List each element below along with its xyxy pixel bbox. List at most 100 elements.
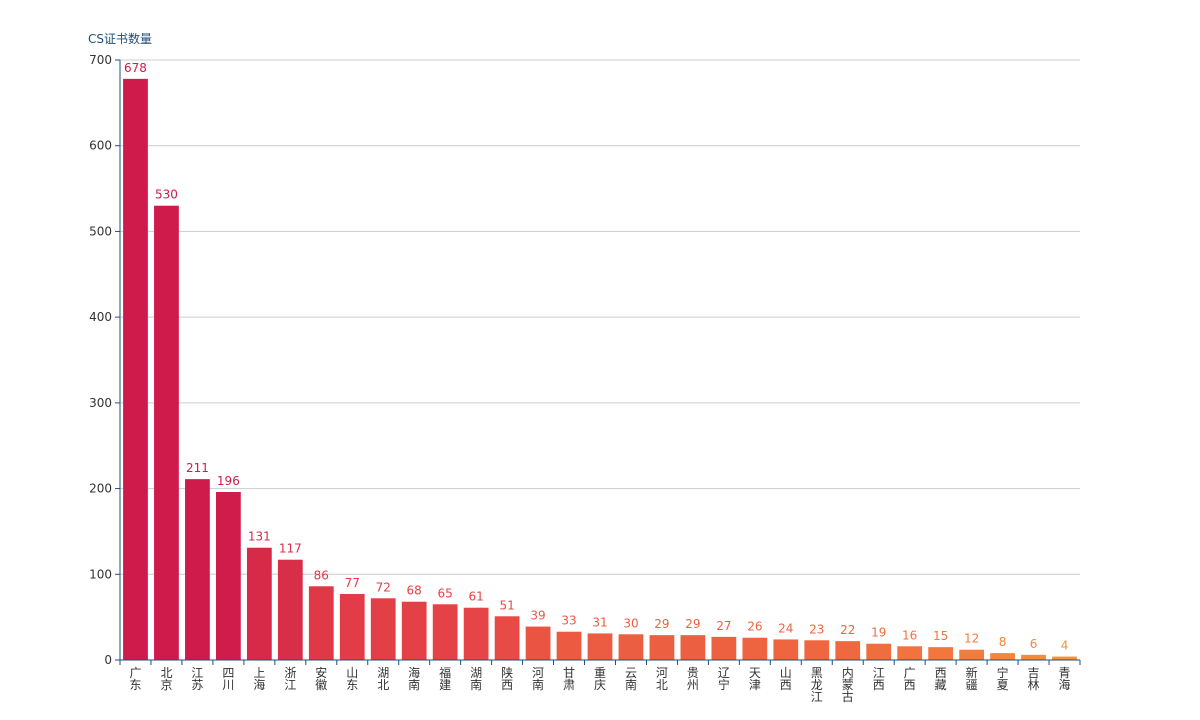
value-label: 196	[217, 474, 240, 488]
bar	[401, 601, 427, 660]
bar	[835, 641, 861, 660]
y-tick-label: 100	[89, 567, 112, 581]
x-tick-label: 河南	[532, 666, 544, 692]
value-label: 131	[248, 530, 271, 544]
x-tick-label: 海南	[408, 665, 420, 692]
value-label: 22	[840, 623, 855, 637]
y-tick-label: 500	[89, 224, 112, 238]
bar	[804, 640, 830, 660]
value-label: 30	[623, 616, 638, 630]
x-tick-label: 四川	[222, 666, 234, 692]
bar	[649, 635, 675, 660]
y-tick-label: 600	[89, 139, 112, 153]
x-tick-label: 福建	[439, 665, 451, 692]
value-label: 65	[438, 586, 453, 600]
x-tick-label: 西藏	[935, 666, 947, 692]
x-tick-label: 吉林	[1028, 666, 1040, 692]
bar	[742, 637, 768, 660]
bar	[928, 647, 954, 660]
x-tick-label: 上海	[253, 666, 265, 692]
bar	[1052, 656, 1077, 660]
x-tick-labels: 广东北京江苏四川上海浙江安徽山东湖北海南福建湖南陕西河南甘肃重庆云南河北贵州辽宁…	[129, 665, 1070, 704]
value-label: 31	[592, 615, 607, 629]
value-label: 4	[1061, 639, 1069, 653]
y-tick-label: 400	[89, 310, 112, 324]
value-label: 211	[186, 461, 209, 475]
value-label: 61	[468, 590, 483, 604]
bar	[154, 205, 179, 660]
bar	[897, 646, 923, 660]
bar	[432, 604, 458, 660]
x-tick-label: 广西	[904, 666, 916, 692]
y-tick-label: 0	[104, 653, 112, 667]
x-tick-label: 青海	[1059, 666, 1071, 692]
bar	[525, 626, 551, 660]
bar	[339, 594, 365, 660]
x-tick-label: 湖北	[377, 665, 389, 692]
bar	[494, 616, 520, 660]
y-axis-title: CS证书数量	[88, 32, 152, 46]
x-tick-label: 河北	[656, 666, 668, 692]
x-tick-label: 江苏	[191, 666, 203, 692]
value-label: 117	[279, 542, 302, 556]
value-label: 33	[561, 614, 576, 628]
x-tick-label: 贵州	[687, 666, 699, 692]
bar	[185, 479, 210, 660]
x-tick-label: 安徽	[315, 665, 327, 692]
x-tick-label: 天津	[749, 666, 761, 692]
bar	[990, 653, 1015, 660]
bar	[370, 598, 396, 660]
bar	[680, 635, 706, 660]
bar	[773, 639, 799, 660]
value-label: 15	[933, 629, 948, 643]
bars	[123, 78, 1077, 661]
value-label: 23	[809, 622, 824, 636]
y-tick-labels: 0 100 200 300 400 500 600 700	[89, 53, 112, 667]
value-label: 6	[1030, 637, 1038, 651]
value-label: 68	[407, 584, 422, 598]
value-label: 51	[499, 598, 514, 612]
bar	[711, 636, 737, 660]
value-label: 77	[345, 576, 360, 590]
value-label: 8	[999, 635, 1007, 649]
bar	[246, 547, 272, 660]
bar	[866, 643, 892, 660]
bar	[618, 634, 644, 660]
value-label: 24	[778, 621, 793, 635]
value-label: 27	[716, 619, 731, 633]
value-label: 86	[314, 568, 329, 582]
x-tick-label: 山东	[346, 666, 358, 692]
value-label: 39	[530, 609, 545, 623]
y-tick-label: 700	[89, 53, 112, 67]
axes	[115, 59, 1081, 665]
x-tick-label: 宁夏	[997, 665, 1009, 692]
value-label: 678	[124, 61, 147, 75]
value-label: 19	[871, 626, 886, 640]
value-label: 29	[654, 617, 669, 631]
bar	[123, 78, 148, 661]
y-tick-label: 200	[89, 482, 112, 496]
bar	[277, 559, 303, 660]
x-tick-label: 山西	[780, 666, 792, 692]
x-tick-label: 浙江	[284, 666, 296, 692]
bar	[1021, 654, 1046, 660]
x-tick-label: 黑龙江	[811, 666, 823, 704]
value-label: 16	[902, 628, 917, 642]
x-tick-label: 内蒙古	[842, 666, 854, 704]
x-tick-label: 江西	[873, 666, 885, 692]
value-label: 12	[964, 632, 979, 646]
grid-lines	[120, 59, 1080, 575]
x-tick-label: 甘肃	[563, 666, 575, 692]
value-label: 29	[685, 617, 700, 631]
bar	[308, 586, 334, 660]
x-tick-label: 陕西	[501, 665, 513, 692]
bar	[587, 633, 613, 660]
bar	[959, 649, 984, 660]
bar	[216, 492, 241, 660]
x-tick-label: 湖南	[470, 665, 482, 692]
x-tick-label: 广东	[129, 666, 141, 692]
bar	[463, 607, 489, 660]
value-label: 530	[155, 188, 178, 202]
